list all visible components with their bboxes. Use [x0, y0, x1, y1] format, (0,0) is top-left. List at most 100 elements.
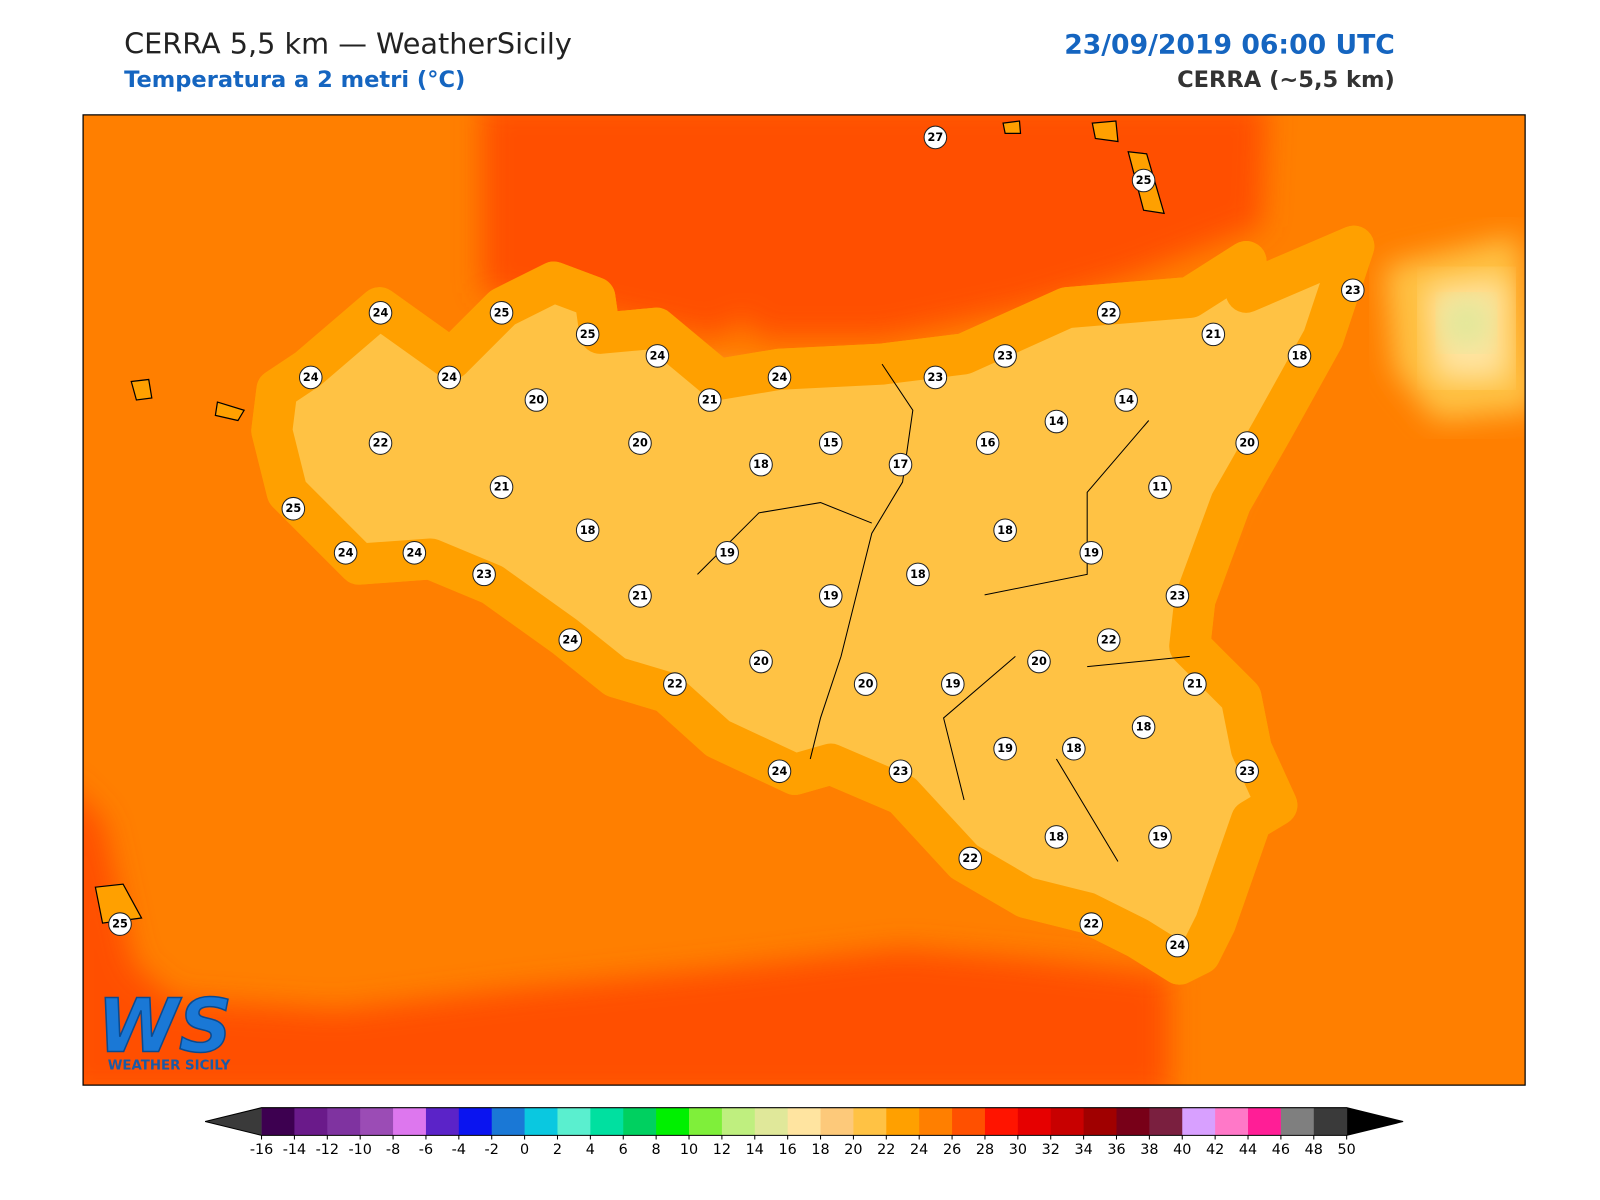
- colorbar-over: [1346, 1107, 1404, 1136]
- station-value: 19: [997, 742, 1013, 755]
- station-value: 20: [1031, 655, 1047, 668]
- station-value: 18: [1066, 742, 1082, 755]
- station-value: 22: [1083, 918, 1099, 931]
- colorbar-tick-label: 50: [1338, 1142, 1356, 1158]
- station-value: 18: [1292, 349, 1308, 362]
- station-value: 24: [407, 546, 423, 559]
- station-marker: [628, 584, 652, 608]
- station-marker: [1148, 825, 1172, 849]
- station-marker: [645, 344, 670, 368]
- colorbar-segment: [425, 1107, 460, 1136]
- colorbar-segment: [1182, 1107, 1216, 1136]
- station-marker: [993, 344, 1017, 368]
- model: CERRA (~5,5 km): [1177, 67, 1395, 93]
- station-marker: [1235, 759, 1259, 784]
- colorbar-segment: [1313, 1107, 1348, 1136]
- colorbar-tick-label: 38: [1140, 1142, 1158, 1158]
- colorbar-tick-label: 20: [844, 1142, 862, 1158]
- title: CERRA 5,5 km — WeatherSicily: [124, 26, 572, 60]
- station-marker: [767, 759, 792, 784]
- colorbar-segment: [1280, 1107, 1315, 1136]
- station-value: 24: [303, 371, 319, 384]
- station-marker: [697, 388, 722, 412]
- station-value: 18: [910, 568, 926, 581]
- station-value: 23: [997, 349, 1013, 362]
- colorbar-tick-label: 36: [1107, 1142, 1125, 1158]
- station-value: 20: [529, 394, 545, 407]
- colorbar-segment: [721, 1107, 756, 1136]
- colorbar-tick-label: 40: [1173, 1142, 1191, 1158]
- colorbar-segment: [1017, 1107, 1052, 1136]
- station-marker: [108, 912, 132, 936]
- station-marker: [975, 431, 1000, 455]
- station-marker: [558, 628, 583, 652]
- colorbar-tick-label: -6: [419, 1142, 433, 1158]
- colorbar-segment: [1149, 1107, 1183, 1136]
- station-value: 20: [753, 655, 769, 668]
- station-value: 25: [580, 328, 596, 341]
- colorbar-tick-label: 14: [746, 1142, 764, 1158]
- colorbar-tick-label: 44: [1239, 1142, 1257, 1158]
- station-value: 14: [1118, 394, 1134, 407]
- station-value: 17: [893, 458, 909, 471]
- station-value: 18: [1136, 721, 1152, 734]
- station-marker: [368, 431, 393, 455]
- station-marker: [853, 672, 878, 696]
- station-value: 19: [1083, 546, 1099, 559]
- station-marker: [1183, 672, 1207, 696]
- station-marker: [1027, 649, 1051, 674]
- station-marker: [1096, 628, 1121, 652]
- station-marker: [437, 365, 462, 390]
- subtitle: Temperatura a 2 metri (°C): [124, 67, 465, 93]
- station-marker: [402, 541, 427, 565]
- colorbar-segment: [1050, 1107, 1085, 1136]
- colorbar-segment: [590, 1107, 624, 1136]
- station-marker: [749, 649, 773, 674]
- colorbar-tick-label: 12: [713, 1142, 731, 1158]
- station-value: 22: [962, 852, 978, 865]
- station-value: 25: [1136, 174, 1152, 187]
- colorbar-segment: [294, 1107, 328, 1136]
- colorbar-segment: [984, 1107, 1019, 1136]
- station-marker: [1165, 584, 1190, 608]
- colorbar-tick-label: 46: [1272, 1142, 1290, 1158]
- station-value: 15: [823, 437, 839, 450]
- station-marker: [941, 672, 965, 696]
- station-marker: [1148, 475, 1172, 499]
- colorbar-tick-label: 0: [520, 1142, 529, 1158]
- colorbar-segment: [557, 1107, 591, 1136]
- station-marker: [333, 541, 358, 565]
- station-marker: [749, 452, 773, 477]
- station-value: 25: [494, 306, 510, 319]
- colorbar-tick-label: 6: [619, 1142, 628, 1158]
- station-marker: [715, 541, 739, 565]
- station-marker: [489, 475, 514, 499]
- colorbar-tick-label: 22: [877, 1142, 895, 1158]
- colorbar-tick-label: 48: [1305, 1142, 1323, 1158]
- station-marker: [1096, 301, 1121, 325]
- station-marker: [489, 301, 514, 325]
- colorbar-tick-label: 34: [1074, 1142, 1092, 1158]
- station-marker: [767, 365, 792, 390]
- station-value: 23: [1345, 284, 1361, 297]
- colorbar-tick-label: 18: [811, 1142, 829, 1158]
- station-marker: [1044, 825, 1069, 849]
- station-value: 11: [1152, 481, 1168, 494]
- station-marker: [1131, 168, 1156, 193]
- station-value: 23: [928, 371, 944, 384]
- station-value: 18: [997, 524, 1013, 537]
- colorbar-segment: [524, 1107, 558, 1136]
- datetime: 23/09/2019 06:00 UTC: [1064, 29, 1395, 60]
- station-marker: [472, 562, 496, 587]
- station-value: 24: [441, 371, 457, 384]
- colorbar-tick-label: 2: [553, 1142, 562, 1158]
- station-marker: [628, 431, 652, 455]
- colorbar-segment: [1248, 1107, 1282, 1136]
- station-marker: [1131, 715, 1156, 739]
- station-value: 24: [373, 306, 389, 319]
- map: 27 25 24 25 23 22 25 21 24 18 24 24 24 23 23 20 21 14 14 22…: [83, 114, 1526, 1086]
- colorbar-tick-label: 16: [779, 1142, 797, 1158]
- station-marker: [923, 125, 948, 150]
- station-value: 19: [945, 678, 961, 691]
- station-marker: [888, 759, 913, 784]
